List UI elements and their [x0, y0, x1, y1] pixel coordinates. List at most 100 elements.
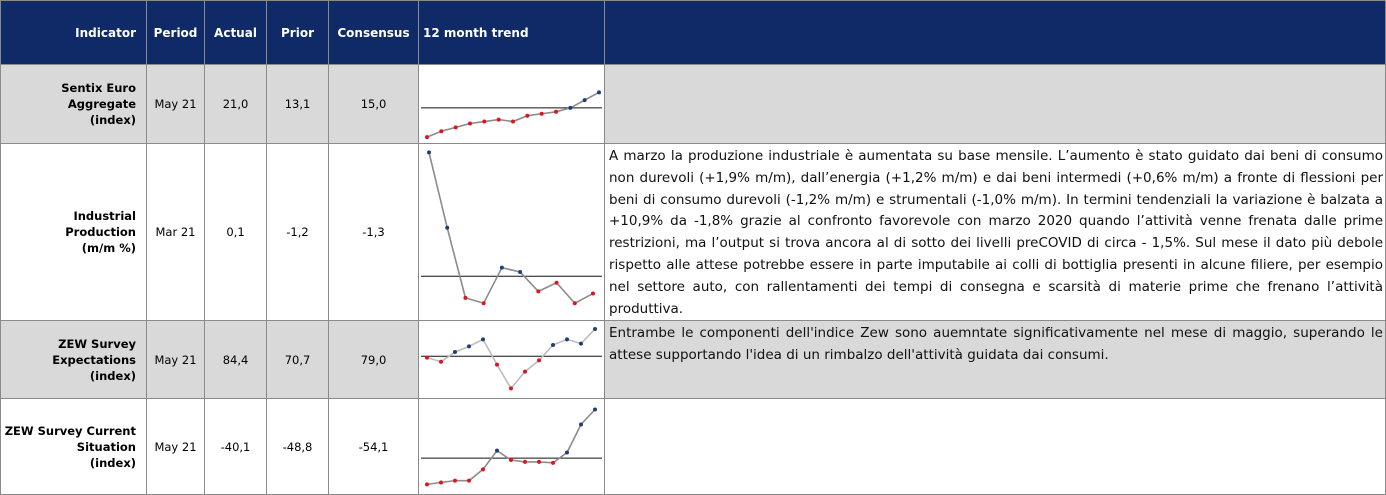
indicator-cell: ZEW Survey Current Situation (index) — [0, 398, 147, 495]
sparkline-point — [582, 98, 587, 103]
header-prior: Prior — [266, 0, 329, 65]
header-trend: 12 month trend — [418, 0, 605, 65]
header-period: Period — [146, 0, 205, 65]
sparkline-series-line — [428, 152, 594, 305]
comment-cell — [604, 398, 1386, 495]
consensus-cell: -54,1 — [328, 398, 419, 495]
period-cell: May 21 — [146, 398, 205, 495]
sparkline-point — [499, 265, 504, 270]
actual-cell: 21,0 — [204, 64, 267, 144]
actual-cell: 0,1 — [204, 142, 267, 322]
period-cell: May 21 — [146, 64, 205, 144]
table-row: ZEW Survey Current Situation (index) May… — [0, 398, 1386, 495]
sparkline-point — [439, 480, 443, 485]
indicator-line: Sentix Euro — [61, 81, 136, 95]
indicator-line: Industrial — [73, 209, 136, 224]
indicator-line: Aggregate — [67, 97, 136, 111]
indicator-cell: ZEW Survey Expectations (index) — [0, 320, 147, 400]
sparkline-point — [467, 344, 471, 349]
period-cell: Mar 21 — [146, 142, 205, 322]
sparkline-point — [579, 341, 583, 346]
indicator-line: (index) — [89, 113, 136, 127]
comment-cell: A marzo la produzione industriale è aume… — [604, 142, 1386, 322]
sparkline-zew-current — [421, 407, 602, 487]
sparkline-point — [572, 301, 577, 306]
consensus-cell: 79,0 — [328, 320, 419, 400]
indicator-line: (index) — [89, 368, 136, 383]
sparkline-point — [481, 467, 485, 472]
prior-cell: -48,8 — [266, 398, 329, 495]
sparkline-point — [463, 295, 468, 300]
table-row: Sentix Euro Aggregate (index) May 21 21,… — [0, 64, 1386, 144]
header-indicator: Indicator — [0, 0, 147, 65]
sparkline-point — [537, 358, 541, 363]
sparkline-point — [495, 449, 499, 454]
header-actual: Actual — [204, 0, 267, 65]
sparkline-point — [482, 119, 487, 124]
comment-cell — [604, 64, 1386, 144]
header-consensus: Consensus — [328, 0, 419, 65]
indicator-line: Expectations — [52, 352, 136, 367]
sparkline-point — [509, 386, 513, 391]
indicator-line: (m/m %) — [81, 241, 136, 256]
header-comment — [604, 0, 1386, 65]
prior-cell: 70,7 — [266, 320, 329, 400]
actual-cell: -40,1 — [204, 398, 267, 495]
sparkline-point — [525, 113, 530, 118]
sparkline-point — [551, 461, 555, 466]
sparkline-point — [551, 343, 555, 348]
sparkline-point — [495, 362, 499, 367]
sparkline-point — [539, 111, 544, 116]
consensus-cell: 15,0 — [328, 64, 419, 144]
sparkline-series-line — [426, 328, 596, 391]
sparkline-point — [565, 337, 569, 342]
table-row: Industrial Production (m/m %) Mar 21 0,1… — [0, 142, 1386, 322]
comment-cell: Entrambe le componenti dell'indice Zew s… — [604, 320, 1386, 400]
sparkline-point — [565, 450, 569, 455]
indicator-cell: Industrial Production (m/m %) — [0, 142, 147, 322]
sparkline-zew-expectations — [421, 327, 602, 391]
sparkline-point — [523, 369, 527, 374]
sparkline-point — [468, 121, 472, 126]
sparkline-point — [536, 289, 541, 294]
indicator-line: ZEW Survey — [58, 336, 136, 351]
sparkline-point — [453, 125, 458, 130]
sparkline-point — [467, 479, 471, 484]
sparkline-point — [537, 460, 541, 465]
sparkline-point — [425, 135, 429, 140]
sparkline-point — [496, 117, 501, 122]
trend-cell — [418, 64, 605, 144]
sparkline-point — [593, 407, 597, 412]
sparkline-point — [579, 422, 583, 427]
trend-cell — [418, 320, 605, 400]
period-cell: May 21 — [146, 320, 205, 400]
prior-cell: -1,2 — [266, 142, 329, 322]
sparkline-series-line — [426, 91, 600, 138]
sparkline-point — [425, 355, 429, 360]
trend-cell — [418, 142, 605, 322]
indicator-cell: Sentix Euro Aggregate (index) — [0, 64, 147, 144]
sparkline-point — [481, 301, 486, 306]
table-row: ZEW Survey Expectations (index) May 21 8… — [0, 320, 1386, 400]
actual-cell: 84,4 — [204, 320, 267, 400]
sparkline-point — [427, 150, 431, 155]
sparkline-point — [593, 327, 597, 332]
sparkline-point — [511, 119, 515, 124]
sparkline-sentix — [421, 90, 602, 140]
sparkline-series-line — [426, 409, 596, 486]
indicator-line: ZEW Survey Current — [4, 423, 136, 438]
sparkline-point — [509, 458, 513, 463]
sparkline-point — [518, 269, 523, 274]
sparkline-industrial-production — [421, 150, 602, 306]
sparkline-point — [554, 109, 558, 114]
indicator-line: Production — [65, 225, 136, 240]
sparkline-point — [554, 280, 559, 285]
indicator-line: Situation — [76, 439, 136, 454]
prior-cell: 13,1 — [266, 64, 329, 144]
sparkline-point — [445, 225, 450, 230]
sparkline-point — [597, 90, 601, 95]
consensus-cell: -1,3 — [328, 142, 419, 322]
trend-cell — [418, 398, 605, 495]
sparkline-point — [439, 129, 444, 134]
